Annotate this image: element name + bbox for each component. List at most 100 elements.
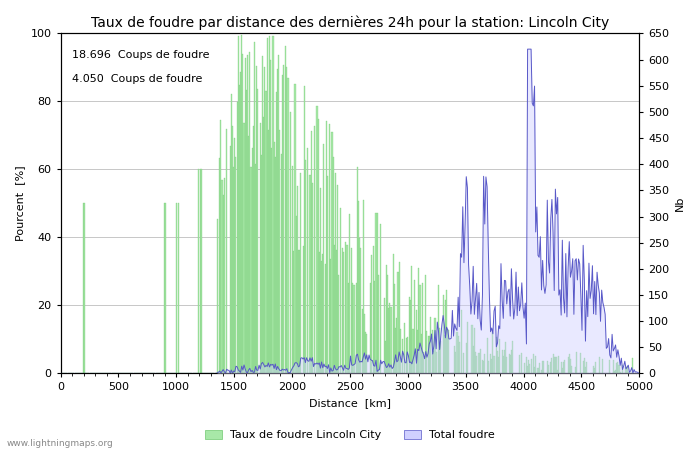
Bar (543, 361, 545, 374)
Bar (534, 367, 535, 374)
Bar (496, 337, 497, 374)
Bar (586, 362, 587, 373)
Bar (552, 355, 554, 374)
Bar (584, 358, 585, 373)
Bar (582, 360, 584, 374)
Bar (262, 56, 263, 374)
Bar (547, 361, 548, 374)
Bar (612, 360, 614, 374)
Bar (412, 329, 414, 373)
Bar (416, 310, 417, 374)
Bar (473, 346, 474, 374)
Bar (285, 46, 286, 374)
Bar (483, 360, 484, 374)
Bar (622, 365, 623, 374)
Bar (226, 129, 228, 373)
Bar (377, 213, 378, 374)
Bar (484, 354, 485, 374)
Bar (541, 370, 542, 374)
Bar (410, 300, 412, 373)
Bar (234, 139, 235, 374)
Bar (402, 339, 403, 374)
Bar (371, 255, 372, 374)
Bar (224, 178, 225, 374)
Bar (321, 261, 322, 374)
Bar (240, 72, 241, 374)
Bar (336, 250, 337, 374)
Bar (548, 364, 549, 373)
Bar (614, 371, 615, 373)
Bar (349, 214, 350, 374)
Bar (454, 346, 455, 374)
Bar (475, 352, 476, 374)
Bar (529, 364, 531, 373)
Bar (246, 90, 247, 374)
Bar (440, 341, 441, 373)
Bar (438, 285, 439, 374)
Bar (387, 275, 388, 374)
Bar (164, 203, 166, 374)
Bar (598, 357, 600, 374)
Bar (385, 341, 386, 373)
Bar (230, 146, 231, 373)
Bar (272, 36, 274, 374)
Bar (439, 328, 440, 374)
Bar (326, 121, 327, 374)
Bar (233, 167, 235, 374)
Bar (499, 339, 500, 374)
Bar (279, 130, 281, 374)
Bar (253, 126, 254, 374)
Bar (478, 353, 480, 374)
Bar (84, 203, 85, 374)
Legend: Taux de foudre Lincoln City, Total foudre: Taux de foudre Lincoln City, Total foudr… (200, 425, 500, 445)
Bar (276, 92, 277, 374)
Bar (386, 265, 387, 374)
Bar (331, 131, 332, 374)
Bar (467, 322, 468, 374)
Bar (268, 130, 269, 374)
Bar (389, 303, 391, 374)
Bar (556, 357, 557, 374)
Bar (426, 331, 428, 374)
Bar (255, 163, 256, 374)
Bar (421, 284, 423, 374)
Bar (526, 357, 527, 374)
Bar (458, 342, 460, 374)
Title: Taux de foudre par distance des dernières 24h pour la station: Lincoln City: Taux de foudre par distance des dernière… (91, 15, 609, 30)
Bar (409, 297, 410, 373)
Bar (405, 338, 407, 373)
Bar (490, 354, 491, 373)
Bar (554, 357, 555, 374)
Bar (378, 274, 379, 374)
Bar (238, 36, 239, 374)
Bar (617, 362, 618, 373)
Text: www.lightningmaps.org: www.lightningmaps.org (7, 439, 113, 448)
Bar (486, 338, 488, 374)
Bar (335, 172, 336, 374)
Bar (325, 264, 326, 374)
Bar (519, 355, 520, 374)
Bar (373, 246, 374, 374)
Bar (274, 157, 276, 374)
Bar (575, 352, 577, 374)
Bar (309, 175, 311, 374)
Bar (83, 203, 84, 374)
Bar (527, 366, 528, 374)
Bar (456, 332, 458, 373)
Bar (568, 354, 570, 374)
Bar (538, 363, 540, 374)
Bar (626, 366, 628, 374)
Bar (292, 166, 293, 374)
Bar (219, 158, 220, 374)
Y-axis label: Pourcent  [%]: Pourcent [%] (15, 166, 25, 241)
Bar (244, 58, 246, 374)
Y-axis label: Nb: Nb (675, 196, 685, 211)
Bar (542, 360, 543, 374)
Bar (281, 75, 283, 373)
Bar (446, 291, 447, 373)
Bar (447, 329, 448, 373)
Bar (504, 351, 505, 374)
Bar (528, 360, 529, 374)
Bar (474, 328, 475, 374)
Bar (247, 55, 248, 373)
